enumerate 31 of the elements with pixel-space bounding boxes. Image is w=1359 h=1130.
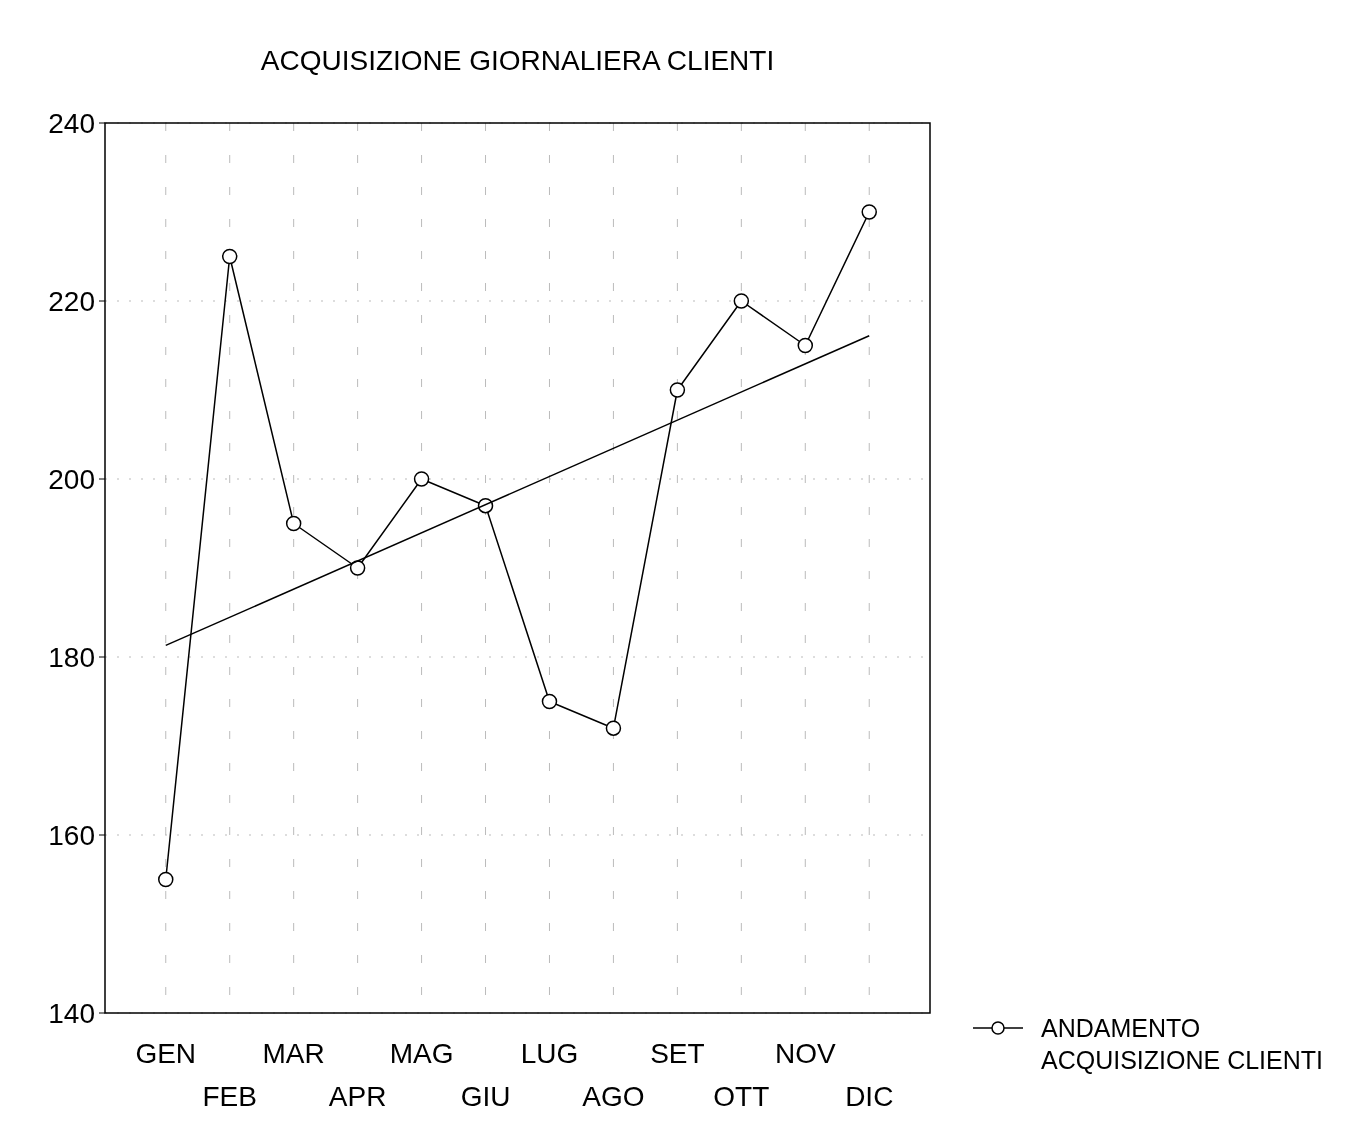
point: [733, 293, 750, 309]
point: [349, 560, 366, 576]
point: [605, 720, 622, 736]
x-tick-label: MAG: [389, 1038, 454, 1069]
x-tick-label: APR: [328, 1081, 387, 1112]
x-tick-label: OTT: [713, 1081, 770, 1112]
x-tick-label: DIC: [845, 1081, 894, 1112]
x-tick-label: MAR: [262, 1038, 325, 1069]
y-tick-label: 180: [48, 641, 95, 673]
point: [285, 515, 302, 532]
x-tick-label: LUG: [520, 1038, 579, 1069]
point: [221, 248, 238, 265]
x-tick-label: GEN: [135, 1038, 197, 1069]
x-tick-label: GIU: [460, 1081, 511, 1112]
x-tick-label: FEB: [202, 1081, 257, 1112]
point: [413, 471, 430, 487]
point: [541, 693, 558, 710]
y-tick-label: 200: [48, 463, 95, 495]
x-tick-label: NOV: [774, 1038, 836, 1069]
legend-label: ANDAMENTO ACQUISIZIONE CLIENTI: [1041, 1013, 1323, 1075]
point: [797, 337, 814, 354]
y-tick-label: 160: [48, 819, 95, 851]
y-tick-label: 140: [48, 997, 95, 1029]
point: [669, 382, 686, 398]
y-tick-label: 220: [48, 285, 95, 317]
point: [158, 871, 174, 888]
x-tick-label: SET: [650, 1038, 705, 1069]
chart-title: ACQUISIZIONE GIORNALIERA CLIENTI: [260, 45, 775, 76]
y-tick-label: 240: [48, 107, 95, 139]
point: [861, 204, 877, 220]
x-tick-label: AGO: [582, 1081, 645, 1112]
